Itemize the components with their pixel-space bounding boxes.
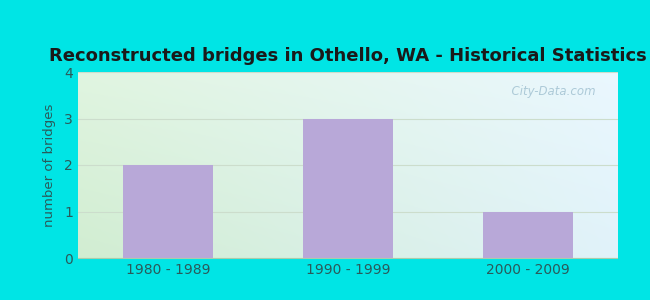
Title: Reconstructed bridges in Othello, WA - Historical Statistics: Reconstructed bridges in Othello, WA - H… [49, 47, 647, 65]
Bar [303, 118, 393, 258]
Bar [123, 165, 213, 258]
Text: City-Data.com: City-Data.com [504, 85, 596, 98]
Bar [482, 212, 573, 258]
Y-axis label: number of bridges: number of bridges [43, 103, 56, 227]
